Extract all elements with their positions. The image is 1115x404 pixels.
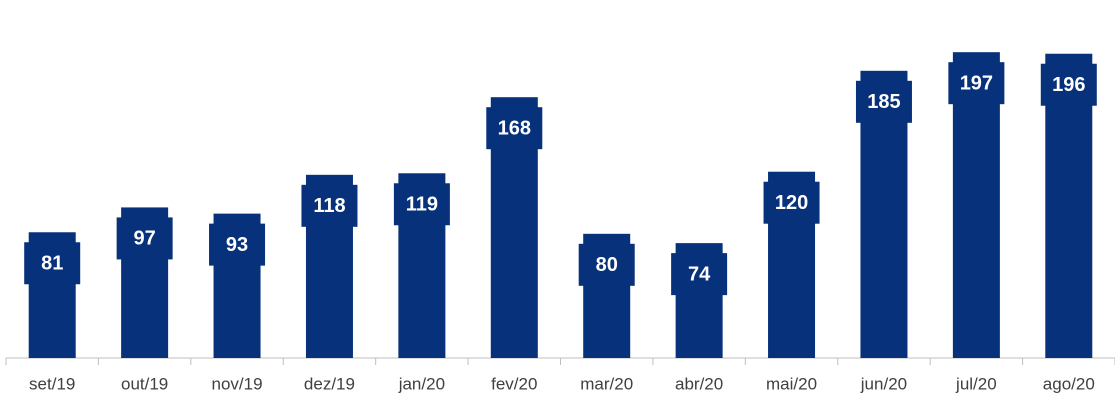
data-label: 197 [960, 72, 993, 94]
data-label-box [1040, 63, 1097, 106]
data-label-box [116, 217, 173, 260]
x-tick-label: mai/20 [766, 374, 817, 393]
data-label-box [855, 80, 912, 123]
data-label: 119 [406, 194, 438, 216]
data-label: 168 [498, 117, 531, 139]
data-label: 80 [596, 254, 618, 276]
data-label: 118 [313, 195, 345, 217]
data-label: 74 [688, 263, 711, 285]
x-tick-label: out/19 [121, 374, 168, 393]
x-tick-label: dez/19 [304, 374, 355, 393]
x-tick-label: nov/19 [212, 374, 263, 393]
data-label-box [578, 243, 635, 286]
x-tick-label: abr/20 [675, 374, 723, 393]
data-label: 81 [41, 253, 63, 275]
x-tick-label: jul/20 [955, 374, 997, 393]
x-tick-label: ago/20 [1043, 374, 1095, 393]
data-label-box [301, 184, 358, 227]
x-tick-label: jun/20 [860, 374, 907, 393]
data-label-box [393, 183, 450, 226]
data-label: 185 [867, 91, 900, 113]
data-label: 93 [226, 234, 248, 256]
data-label-box [671, 253, 728, 296]
x-tick-label: set/19 [29, 374, 75, 393]
data-label-box [763, 181, 820, 224]
x-tick-label: fev/20 [491, 374, 537, 393]
data-label-box [209, 223, 266, 266]
x-tick-label: jan/20 [398, 374, 445, 393]
data-label: 97 [134, 228, 156, 250]
data-label-box [486, 107, 543, 150]
data-label: 120 [775, 192, 808, 214]
data-label-box [948, 62, 1005, 105]
data-label-box [24, 242, 81, 285]
data-label: 196 [1052, 74, 1085, 96]
x-tick-label: mar/20 [580, 374, 633, 393]
